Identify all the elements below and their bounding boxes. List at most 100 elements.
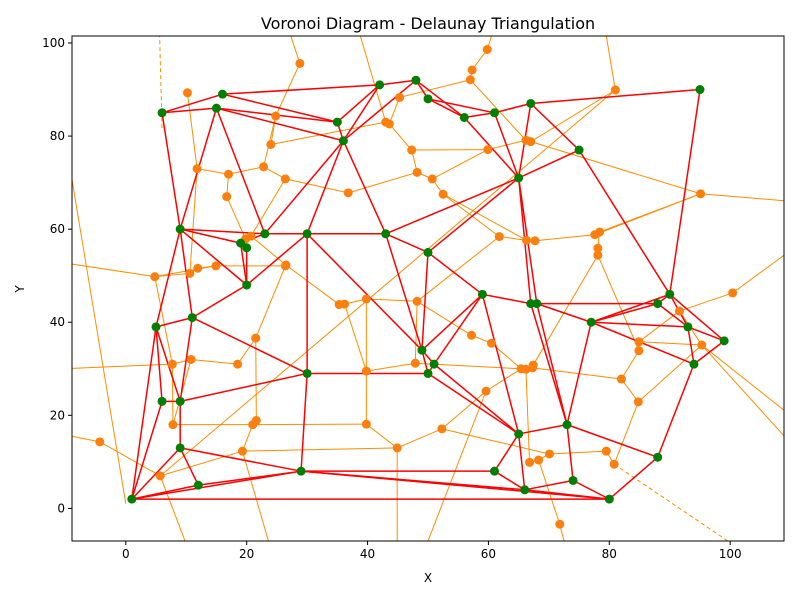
voronoi-vertex — [525, 458, 534, 467]
voronoi-vertex — [95, 437, 104, 446]
voronoi-vertex — [466, 75, 475, 84]
voronoi-vertex — [281, 174, 290, 183]
voronoi-vertex — [187, 355, 196, 364]
voronoi-vertex — [393, 443, 402, 452]
voronoi-vertex — [183, 88, 192, 97]
data-point — [339, 136, 348, 145]
voronoi-vertex — [362, 294, 371, 303]
data-point — [520, 485, 529, 494]
x-tick-label: 20 — [239, 547, 254, 561]
voronoi-vertex — [222, 192, 231, 201]
voronoi-vertex — [246, 232, 255, 241]
data-point — [653, 299, 662, 308]
voronoi-vertex — [468, 65, 477, 74]
voronoi-vertex — [233, 360, 242, 369]
data-point — [242, 243, 251, 252]
voronoi-vertex — [271, 112, 280, 121]
data-point — [478, 290, 487, 299]
voronoi-vertex — [193, 264, 202, 273]
data-point — [563, 420, 572, 429]
voronoi-vertex — [487, 339, 496, 348]
voronoi-vertex — [411, 359, 420, 368]
voronoi-vertex — [340, 300, 349, 309]
data-point — [424, 248, 433, 257]
voronoi-vertex — [259, 162, 268, 171]
voronoi-vertex — [150, 272, 159, 281]
data-point — [417, 346, 426, 355]
voronoi-vertex — [413, 297, 422, 306]
voronoi-vertex — [362, 367, 371, 376]
data-point — [490, 108, 499, 117]
voronoi-vertex — [413, 168, 422, 177]
data-point — [720, 336, 729, 345]
voronoi-vertex — [295, 59, 304, 68]
data-point — [127, 495, 136, 504]
voronoi-vertex — [407, 146, 416, 155]
data-point — [194, 481, 203, 490]
data-point — [695, 85, 704, 94]
data-point — [532, 299, 541, 308]
data-point — [653, 453, 662, 462]
x-tick-label: 80 — [602, 547, 617, 561]
data-point — [158, 108, 167, 117]
voronoi-vertex — [610, 460, 619, 469]
voronoi-vertex — [344, 188, 353, 197]
voronoi-vertex — [483, 145, 492, 154]
voronoi-vertex — [439, 190, 448, 199]
data-point — [424, 94, 433, 103]
data-point — [430, 360, 439, 369]
data-point — [158, 397, 167, 406]
data-point — [212, 104, 221, 113]
data-point — [689, 360, 698, 369]
voronoi-vertex — [675, 307, 684, 316]
voronoi-vertex — [728, 288, 737, 297]
data-point — [569, 476, 578, 485]
voronoi-vertex — [617, 375, 626, 384]
voronoi-vertex — [238, 447, 247, 456]
voronoi-vertex — [526, 137, 535, 146]
voronoi-vertex — [156, 471, 165, 480]
data-point — [176, 397, 185, 406]
voronoi-vertex — [534, 456, 543, 465]
x-tick-label: 40 — [360, 547, 375, 561]
voronoi-vertex — [185, 269, 194, 278]
x-tick-label: 0 — [122, 547, 130, 561]
voronoi-vertex — [634, 397, 643, 406]
data-point — [514, 429, 523, 438]
voronoi-vertex — [611, 85, 620, 94]
voronoi-vertex — [211, 261, 220, 270]
data-point — [218, 90, 227, 99]
voronoi-vertex — [545, 449, 554, 458]
voronoi-vertex — [395, 93, 404, 102]
y-tick-label: 80 — [50, 129, 65, 143]
voronoi-vertex — [634, 346, 643, 355]
voronoi-vertex — [696, 189, 705, 198]
voronoi-vertex — [595, 227, 604, 236]
data-point — [526, 99, 535, 108]
data-point — [333, 118, 342, 127]
data-point — [424, 369, 433, 378]
voronoi-vertex — [555, 520, 564, 529]
voronoi-edge — [172, 364, 173, 425]
data-point — [242, 281, 251, 290]
voronoi-vertex — [482, 387, 491, 396]
voronoi-vertex — [602, 447, 611, 456]
voronoi-vertex — [266, 140, 275, 149]
data-point — [605, 495, 614, 504]
voronoi-edge — [256, 338, 257, 420]
data-point — [381, 229, 390, 238]
voronoi-vertex — [428, 174, 437, 183]
chart-title: Voronoi Diagram - Delaunay Triangulation — [261, 14, 595, 33]
data-point — [303, 229, 312, 238]
x-tick-label: 100 — [719, 547, 742, 561]
data-point — [188, 313, 197, 322]
voronoi-vertex — [530, 236, 539, 245]
data-point — [152, 322, 161, 331]
data-point — [490, 467, 499, 476]
data-point — [683, 322, 692, 331]
voronoi-vertex — [467, 331, 476, 340]
x-tick-label: 60 — [481, 547, 496, 561]
data-point — [575, 146, 584, 155]
